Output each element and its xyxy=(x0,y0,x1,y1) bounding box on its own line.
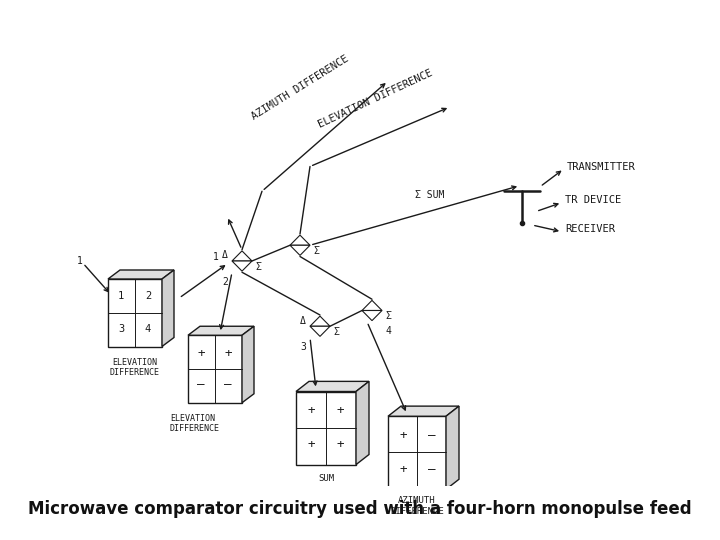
Text: RECEIVER: RECEIVER xyxy=(565,225,615,234)
Text: 1: 1 xyxy=(213,252,219,261)
Text: ELEVATION: ELEVATION xyxy=(170,414,215,423)
Text: –: – xyxy=(428,429,436,442)
Polygon shape xyxy=(188,326,254,335)
Polygon shape xyxy=(388,416,446,489)
Polygon shape xyxy=(388,406,459,416)
Text: AZIMUTH: AZIMUTH xyxy=(398,496,436,505)
Text: –: – xyxy=(224,378,232,392)
Text: DIFFERENCE: DIFFERENCE xyxy=(390,508,444,516)
Text: +: + xyxy=(307,404,315,417)
Text: +: + xyxy=(400,429,407,442)
Text: ELEVATION DIFFERENCE: ELEVATION DIFFERENCE xyxy=(316,68,433,130)
Text: 2: 2 xyxy=(222,276,228,287)
Polygon shape xyxy=(232,261,252,271)
Polygon shape xyxy=(290,235,310,245)
Text: Σ: Σ xyxy=(385,311,391,321)
Text: +: + xyxy=(224,347,232,360)
Polygon shape xyxy=(362,300,382,310)
Text: –: – xyxy=(197,378,204,392)
Text: Σ: Σ xyxy=(255,261,261,272)
Polygon shape xyxy=(446,406,459,489)
Polygon shape xyxy=(296,392,356,464)
Text: +: + xyxy=(307,438,315,451)
Text: TR DEVICE: TR DEVICE xyxy=(565,195,621,205)
Polygon shape xyxy=(108,270,174,279)
Text: 4: 4 xyxy=(145,323,151,334)
Text: +: + xyxy=(336,438,343,451)
Text: DIFFERENCE: DIFFERENCE xyxy=(110,368,160,377)
Polygon shape xyxy=(242,326,254,403)
Text: TRANSMITTER: TRANSMITTER xyxy=(567,161,636,172)
Text: 1: 1 xyxy=(118,291,124,301)
Polygon shape xyxy=(310,316,330,326)
Polygon shape xyxy=(362,310,382,321)
Text: SUM: SUM xyxy=(318,474,334,483)
Text: DIFFERENCE: DIFFERENCE xyxy=(170,424,220,433)
Text: Σ SUM: Σ SUM xyxy=(415,190,445,200)
Text: AZIMUTH DIFFERENCE: AZIMUTH DIFFERENCE xyxy=(250,53,351,122)
Text: –: – xyxy=(428,463,436,476)
Text: +: + xyxy=(400,463,407,476)
Polygon shape xyxy=(232,251,252,261)
Polygon shape xyxy=(310,326,330,336)
Text: Σ: Σ xyxy=(313,246,319,256)
Text: 4: 4 xyxy=(386,326,392,336)
Text: 1: 1 xyxy=(77,256,83,266)
Text: ELEVATION: ELEVATION xyxy=(112,357,158,367)
Polygon shape xyxy=(162,270,174,347)
Text: Σ: Σ xyxy=(333,327,339,337)
Text: Δ: Δ xyxy=(222,251,228,260)
Polygon shape xyxy=(356,381,369,464)
Polygon shape xyxy=(296,381,369,391)
Polygon shape xyxy=(290,245,310,255)
Text: +: + xyxy=(197,347,204,360)
Text: Δ: Δ xyxy=(300,315,306,326)
Polygon shape xyxy=(188,335,242,403)
Text: 3: 3 xyxy=(300,342,306,352)
Text: +: + xyxy=(336,404,343,417)
Polygon shape xyxy=(108,279,162,347)
Text: 3: 3 xyxy=(118,323,124,334)
Text: 2: 2 xyxy=(145,291,151,301)
Text: Microwave comparator circuitry used with a four-horn monopulse feed: Microwave comparator circuitry used with… xyxy=(28,501,692,518)
